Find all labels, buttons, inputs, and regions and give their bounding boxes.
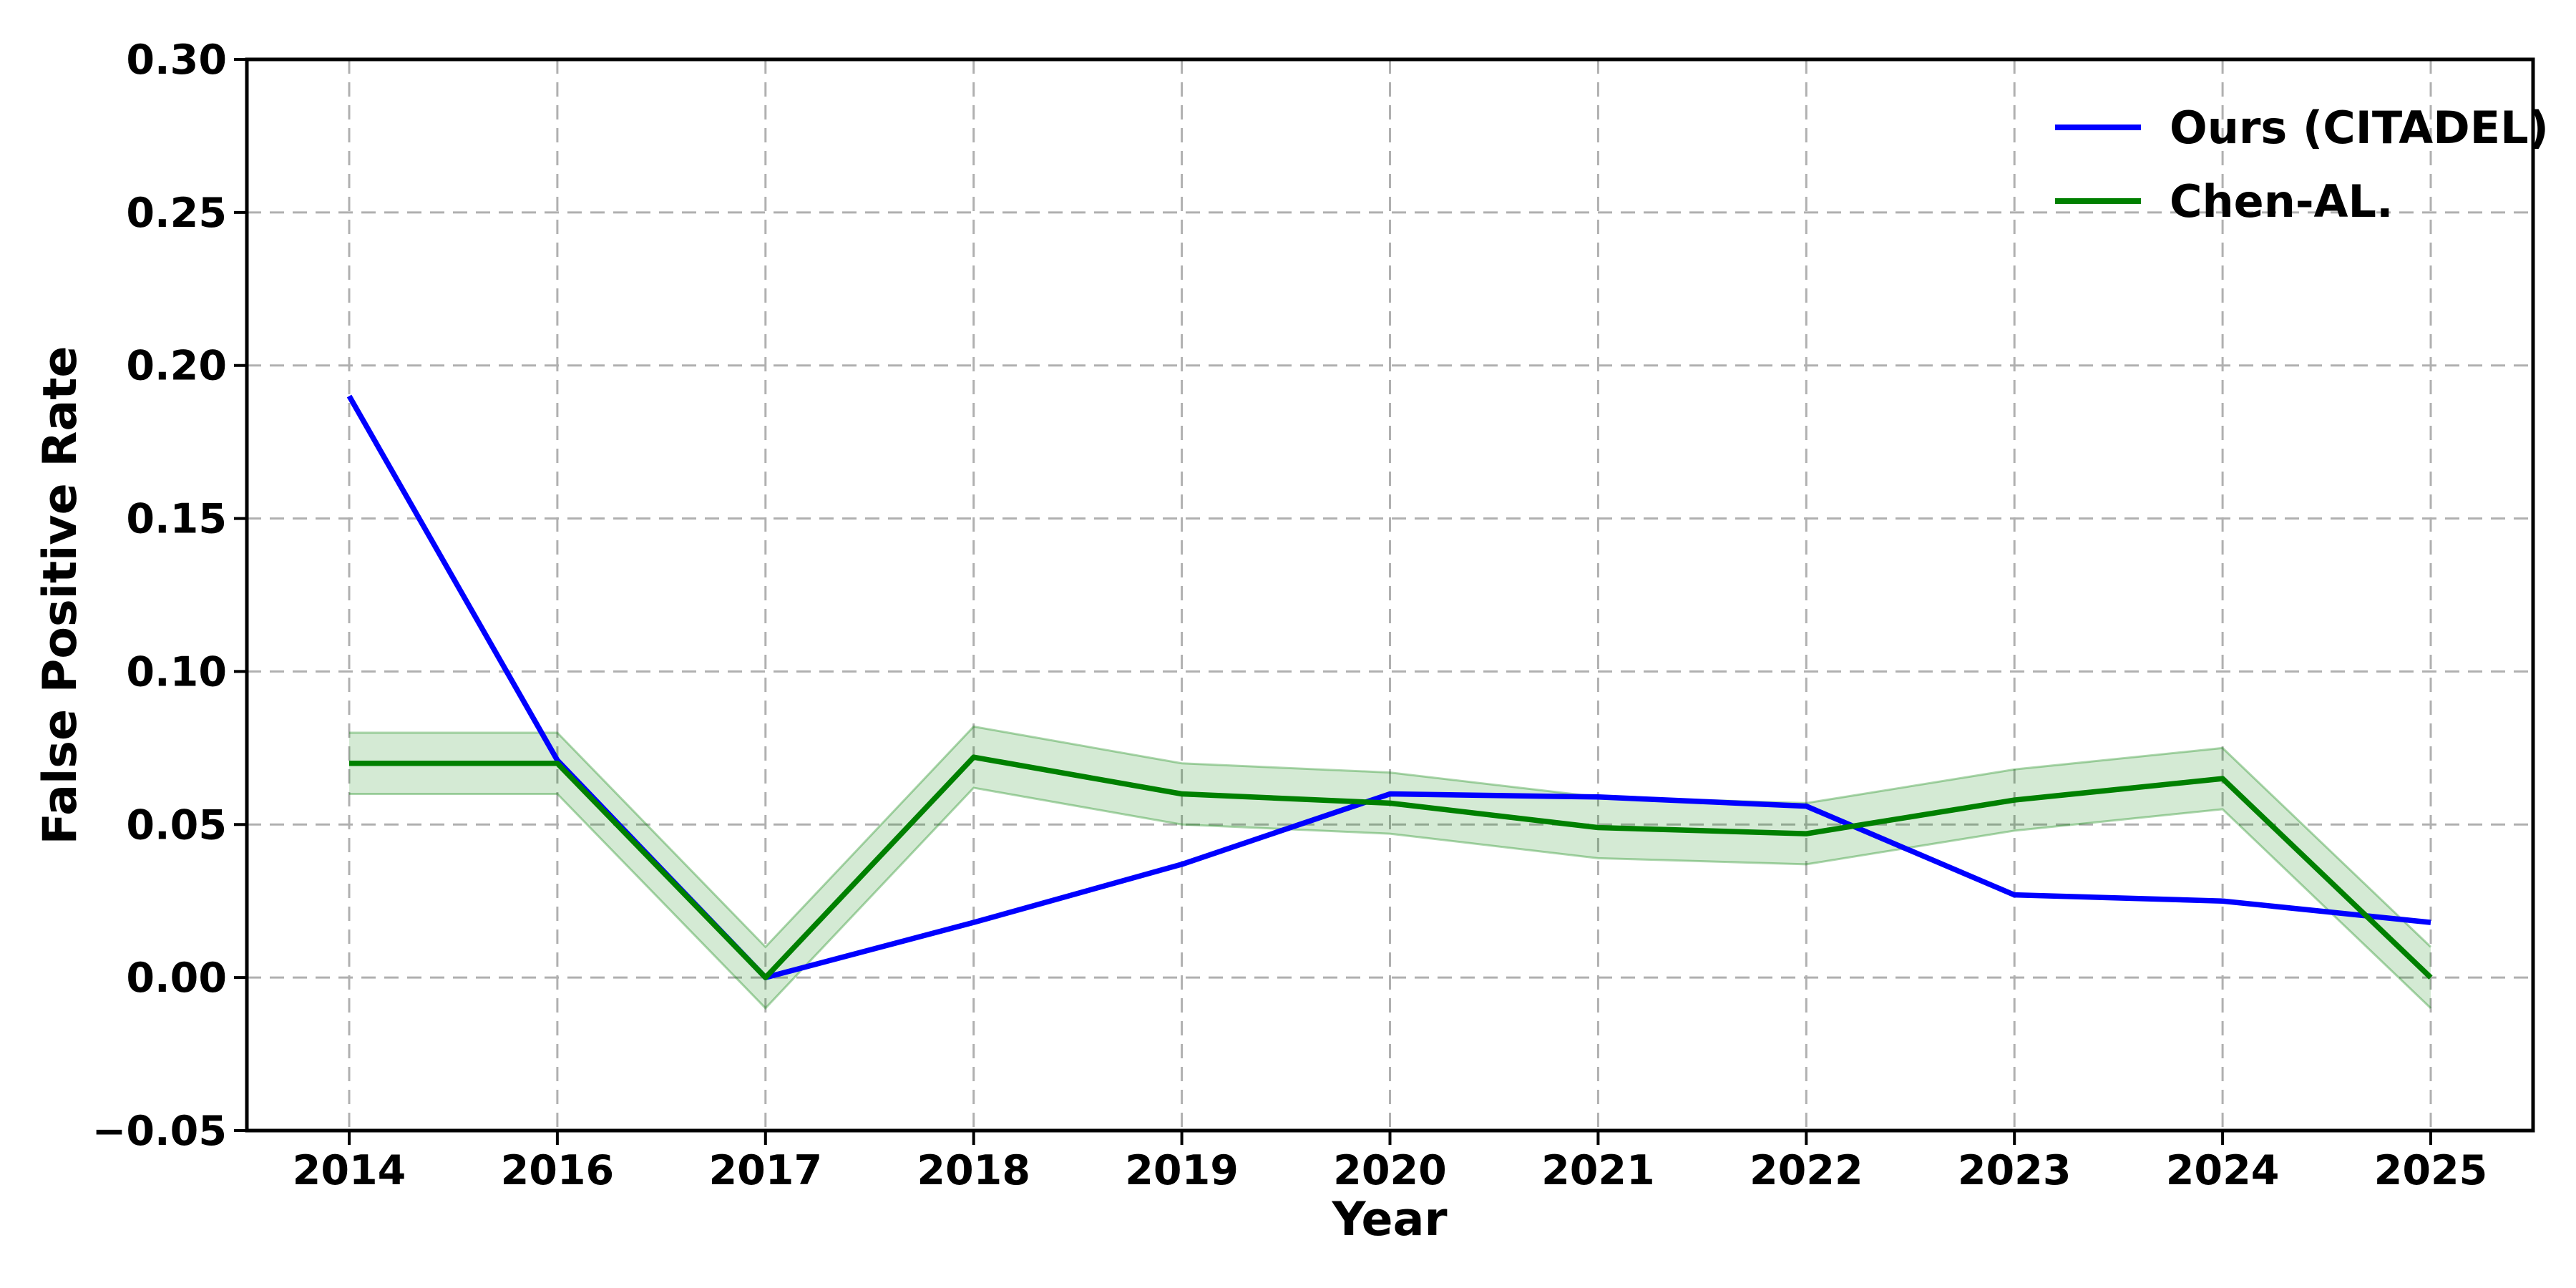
x-tick-label-2018: 2018 bbox=[917, 1147, 1030, 1194]
x-tick-label-2022: 2022 bbox=[1750, 1147, 1863, 1194]
x-tick-label-2023: 2023 bbox=[1958, 1147, 2072, 1194]
x-tick-label-2021: 2021 bbox=[1541, 1147, 1655, 1194]
tick-label-layer: 2014 2016 2017 2018 2019 2020 2021 2022 2023 2024… bbox=[92, 36, 2488, 1194]
axes-layer bbox=[234, 57, 2535, 1145]
series-line-chen-al bbox=[349, 754, 2433, 980]
y-tick-label-−0.05: −0.05 bbox=[92, 1108, 227, 1155]
confidence-band-lower-edge-chen-al bbox=[349, 786, 2432, 1010]
y-axis-label: False Positive Rate bbox=[34, 346, 87, 845]
y-tick-label-0.00: 0.00 bbox=[126, 955, 227, 1002]
y-tick-label-0.30: 0.30 bbox=[126, 36, 227, 84]
x-tick-label-2017: 2017 bbox=[708, 1147, 822, 1194]
x-tick-label-2024: 2024 bbox=[2166, 1147, 2280, 1194]
legend: Ours (CITADEL) Chen-AL. bbox=[2055, 102, 2549, 228]
legend-label-chen-al: Chen-AL. bbox=[2170, 175, 2394, 228]
legend-label-ours-citadel: Ours (CITADEL) bbox=[2170, 102, 2549, 154]
x-tick-label-2014: 2014 bbox=[293, 1147, 406, 1194]
x-axis-label: Year bbox=[1331, 1193, 1447, 1246]
confidence-band-upper-edge-chen-al bbox=[349, 725, 2432, 949]
legend-entry-chen-al: Chen-AL. bbox=[2055, 175, 2394, 228]
x-tick-label-2025: 2025 bbox=[2374, 1147, 2488, 1194]
x-tick-label-2020: 2020 bbox=[1333, 1147, 1447, 1194]
y-tick-label-0.10: 0.10 bbox=[126, 648, 227, 696]
y-tick-label-0.25: 0.25 bbox=[126, 190, 227, 237]
y-tick-label-0.15: 0.15 bbox=[126, 496, 227, 543]
legend-entry-ours-citadel: Ours (CITADEL) bbox=[2055, 102, 2549, 154]
x-tick-label-2016: 2016 bbox=[501, 1147, 615, 1194]
series-layer bbox=[346, 394, 2433, 980]
y-tick-label-0.05: 0.05 bbox=[126, 801, 227, 849]
y-tick-label-0.20: 0.20 bbox=[126, 343, 227, 390]
x-tick-label-2019: 2019 bbox=[1125, 1147, 1239, 1194]
confidence-band-layer bbox=[349, 725, 2432, 1010]
confidence-band-chen-al bbox=[349, 726, 2431, 1008]
